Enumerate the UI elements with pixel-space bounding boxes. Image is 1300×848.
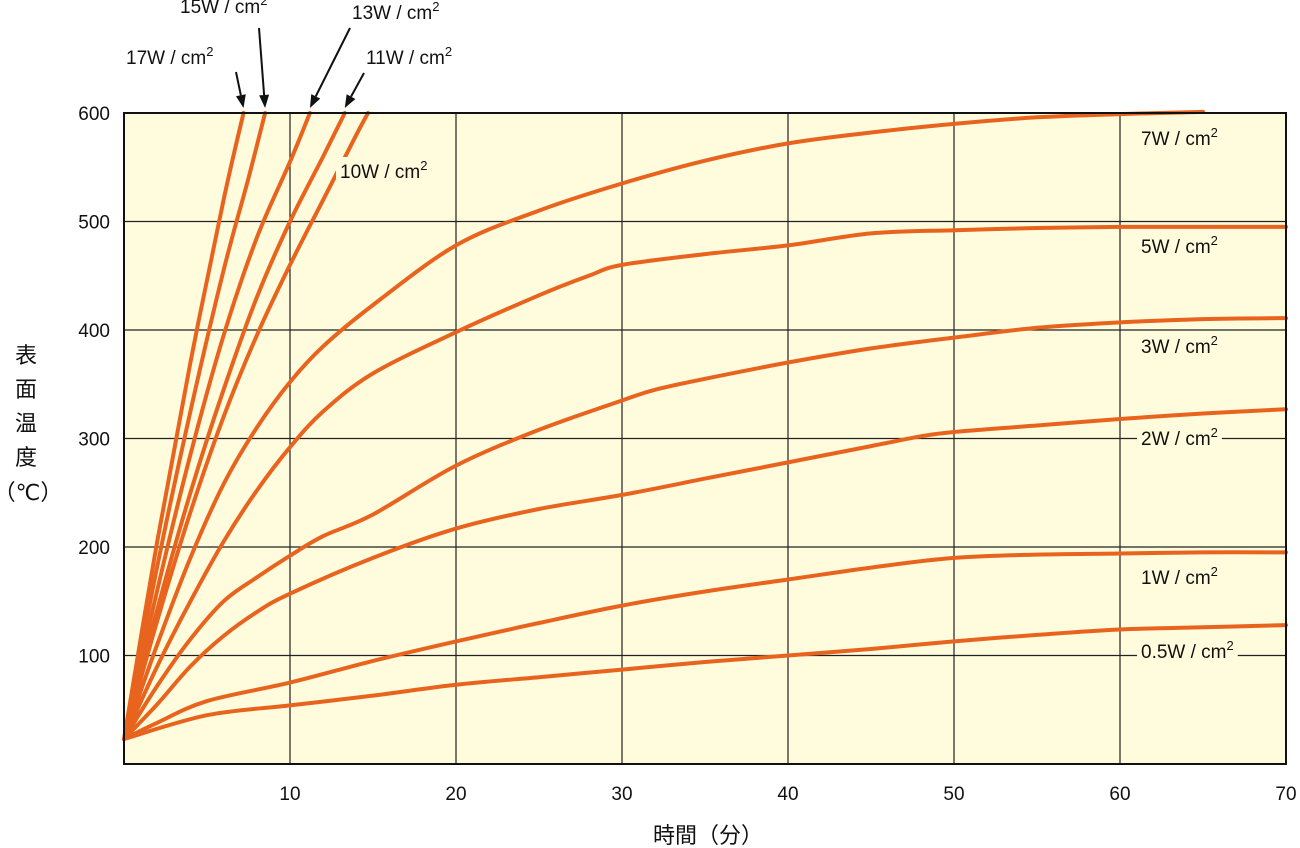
series-label-sup: 2 <box>1227 638 1234 653</box>
series-line-9 <box>122 111 268 741</box>
x-axis-title: 時間（分） <box>653 823 763 848</box>
series-line-8 <box>122 111 312 741</box>
grid <box>124 113 1286 764</box>
series-label-text: 11W / cm <box>366 48 445 69</box>
x-tick-label: 70 <box>1275 784 1296 805</box>
y-axis-title-char-3: 温 <box>15 411 37 436</box>
series-label-text: 5W / cm <box>1141 237 1211 258</box>
series-label-3: 3W / cm2 <box>1137 332 1222 359</box>
x-tick-label: 40 <box>777 784 798 805</box>
series-label-sup: 2 <box>445 44 452 59</box>
series-label-text: 13W / cm <box>352 3 432 24</box>
y-tick-label: 200 <box>78 538 110 559</box>
y-tick-labels: 100 200 300 400 500 600 <box>78 104 110 668</box>
series-line-0 <box>122 623 1288 741</box>
x-tick-label: 30 <box>611 784 632 805</box>
series-label-1: 1W / cm2 <box>1137 563 1222 590</box>
series-label-7: 11W / cm2 <box>366 44 452 69</box>
x-tick-labels: 10 20 30 40 50 60 70 <box>279 784 1296 805</box>
x-tick-label: 50 <box>943 784 964 805</box>
y-axis-title-unit: （℃） <box>0 480 62 505</box>
y-tick-label: 500 <box>78 213 110 234</box>
label-arrow <box>344 72 365 108</box>
series-label-sup: 2 <box>1211 333 1218 348</box>
series-line-7 <box>122 111 347 741</box>
series-line-10 <box>122 111 246 741</box>
series-label-bg <box>336 157 432 184</box>
y-axis-title-char-2: 面 <box>15 377 37 402</box>
svg-text:13W / cm2: 13W / cm2 <box>352 0 439 24</box>
svg-text:17W / cm2: 17W / cm2 <box>126 44 213 69</box>
series-label-bg <box>1137 637 1238 664</box>
series-label-sup: 2 <box>1211 425 1218 440</box>
svg-text:2W / cm2: 2W / cm2 <box>1141 425 1218 450</box>
series-label-sup: 2 <box>1211 125 1218 140</box>
series-line-1 <box>122 550 1288 741</box>
x-tick-label: 10 <box>279 784 300 805</box>
series-label-text: 2W / cm <box>1141 429 1211 450</box>
series-line-2 <box>122 407 1288 741</box>
series-label-text: 7W / cm <box>1141 129 1211 150</box>
series-label-bg <box>1137 332 1222 359</box>
series-lines <box>122 109 1288 741</box>
svg-text:15W / cm2: 15W / cm2 <box>180 0 267 18</box>
svg-text:1W / cm2: 1W / cm2 <box>1141 564 1218 589</box>
y-axis-title-char-4: 度 <box>15 445 37 470</box>
series-label-text: 3W / cm <box>1141 337 1211 358</box>
series-label-sup: 2 <box>1211 564 1218 579</box>
series-label-10: 17W / cm2 <box>126 44 213 69</box>
series-label-bg <box>1137 424 1222 451</box>
x-tick-label: 60 <box>1109 784 1130 805</box>
svg-text:5W / cm2: 5W / cm2 <box>1141 233 1218 258</box>
series-label-sup: 2 <box>420 158 427 173</box>
series-label-bg <box>1137 124 1222 151</box>
svg-text:7W / cm2: 7W / cm2 <box>1141 125 1218 150</box>
series-label-text: 1W / cm <box>1141 568 1211 589</box>
series-label-8: 13W / cm2 <box>352 0 439 24</box>
svg-text:3W / cm2: 3W / cm2 <box>1141 333 1218 358</box>
series-label-text: 17W / cm <box>126 48 206 69</box>
y-tick-label: 100 <box>78 647 110 668</box>
series-label-sup: 2 <box>260 0 267 8</box>
series-label-0: 0.5W / cm2 <box>1137 637 1238 664</box>
series-label-bg <box>1137 563 1222 590</box>
series-label-text: 15W / cm <box>180 0 260 18</box>
y-tick-label: 400 <box>78 321 110 342</box>
label-arrows <box>235 27 365 108</box>
label-arrow <box>235 71 246 108</box>
y-tick-label: 300 <box>78 430 110 451</box>
series-label-9: 15W / cm2 <box>180 0 267 18</box>
y-axis-title-char-1: 表 <box>15 343 37 368</box>
series-label-sup: 2 <box>432 0 439 14</box>
label-arrow <box>258 27 270 108</box>
series-label-sup: 2 <box>206 44 213 59</box>
y-axis-title: 表 面 温 度 （℃） <box>0 343 62 505</box>
series-label-text: 10W / cm <box>340 162 420 183</box>
label-arrow <box>309 27 351 108</box>
series-label-5: 7W / cm2 <box>1137 124 1222 151</box>
series-line-3 <box>122 316 1288 741</box>
svg-text:11W / cm2: 11W / cm2 <box>366 44 452 69</box>
series-label-4: 5W / cm2 <box>1137 232 1222 259</box>
series-label-2: 2W / cm2 <box>1137 424 1222 451</box>
series-label-text: 0.5W / cm <box>1141 642 1227 663</box>
series-label-bg <box>1137 232 1222 259</box>
series-label-sup: 2 <box>1211 233 1218 248</box>
y-tick-label: 600 <box>78 104 110 125</box>
series-line-5 <box>122 109 1205 741</box>
svg-text:10W / cm2: 10W / cm2 <box>340 158 427 183</box>
series-label-6: 10W / cm2 <box>336 157 432 184</box>
svg-text:0.5W / cm2: 0.5W / cm2 <box>1141 638 1234 663</box>
series-line-4 <box>122 224 1288 741</box>
plot-frame <box>123 112 1287 765</box>
x-tick-label: 20 <box>445 784 466 805</box>
